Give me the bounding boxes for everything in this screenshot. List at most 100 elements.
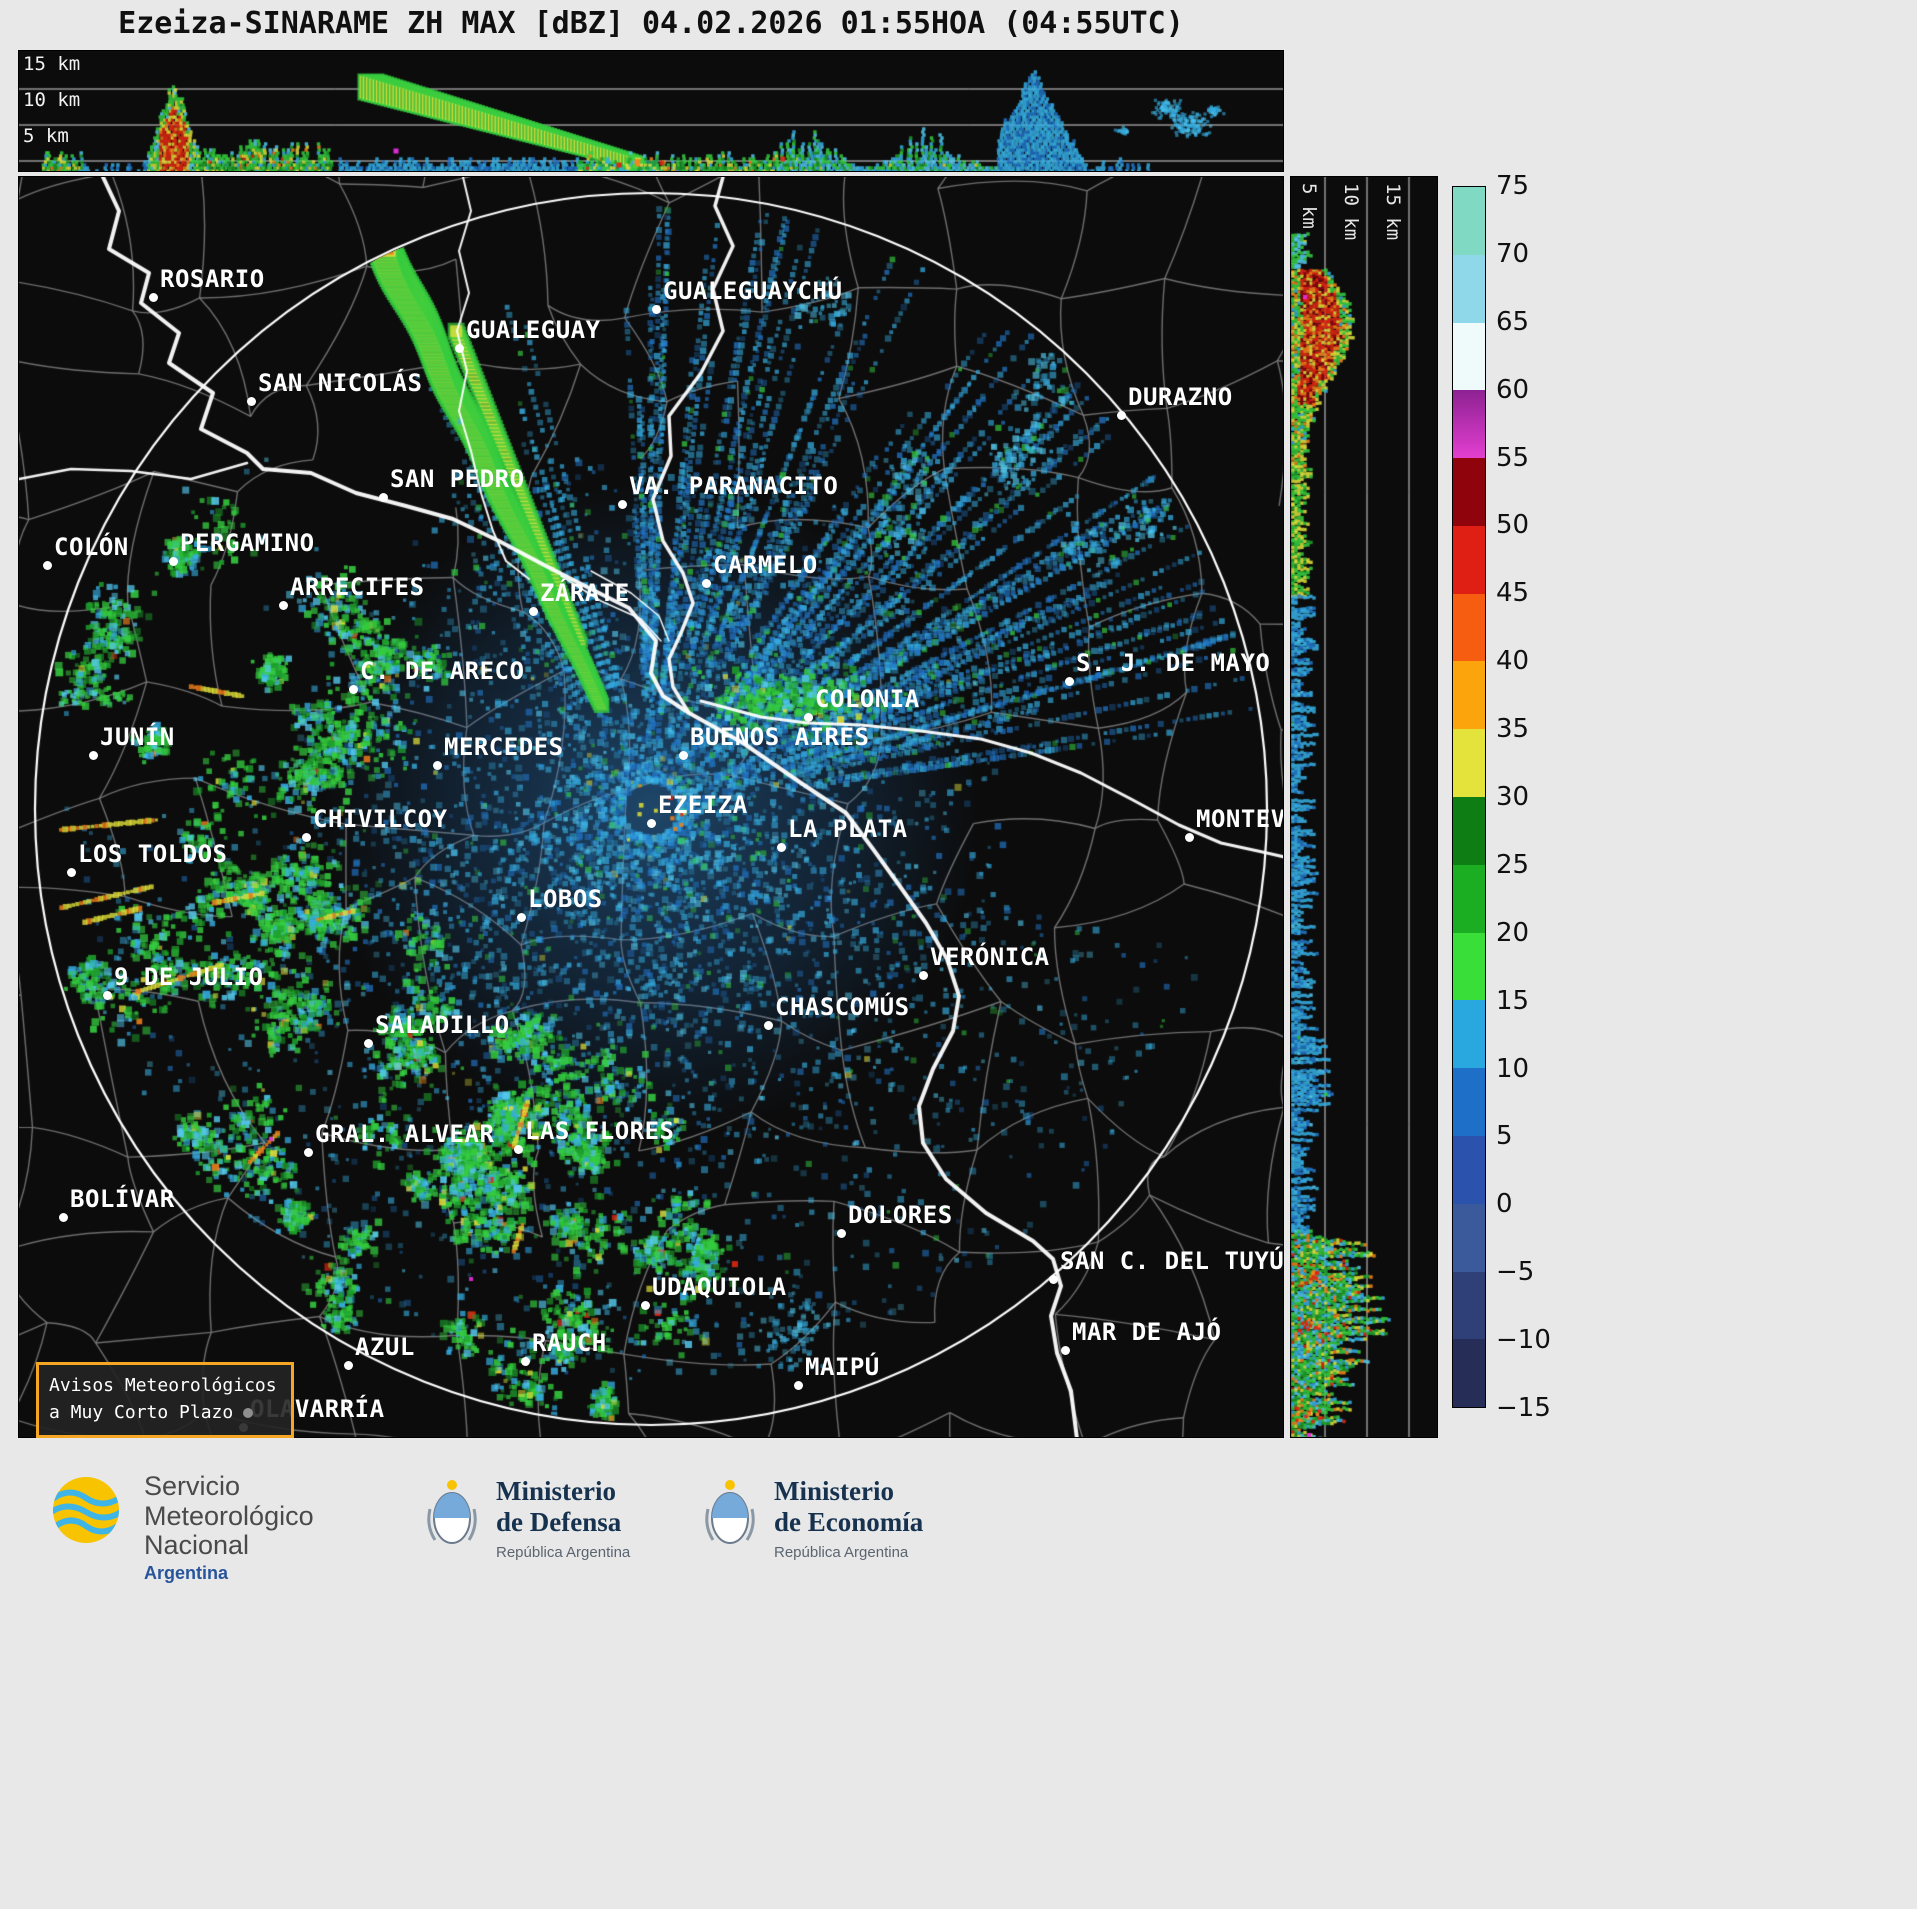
city-label: MAR DE AJÓ <box>1072 1318 1222 1346</box>
smn-country: Argentina <box>144 1563 229 1584</box>
colorbar-segment <box>1453 390 1485 459</box>
colorbar-tick: 65 <box>1496 306 1530 337</box>
coat-of-arms-icon <box>705 1480 755 1544</box>
city-label: PERGAMINO <box>180 529 315 557</box>
economia-line1: Ministerio <box>774 1476 894 1506</box>
colorbar-segment <box>1453 458 1485 526</box>
city-dot <box>520 1356 530 1366</box>
colorbar-tick: 50 <box>1496 510 1530 541</box>
city-dot <box>793 1380 803 1390</box>
city-dot <box>513 1144 523 1154</box>
defensa-line1: Ministerio <box>496 1476 616 1506</box>
colorbar-tick: 55 <box>1496 442 1530 473</box>
city-label: RAUCH <box>532 1329 607 1357</box>
height-label-10km-vert: 10 km <box>1340 183 1362 241</box>
colorbar <box>1452 186 1486 1408</box>
colorbar-segment <box>1453 1135 1485 1204</box>
colorbar-segment <box>1453 254 1485 323</box>
city-label: SAN NICOLÁS <box>258 369 423 397</box>
city-dot <box>66 867 76 877</box>
colorbar-segment <box>1453 187 1485 255</box>
city-dot <box>303 1147 313 1157</box>
city-dot <box>701 578 711 588</box>
height-label-10km: 10 km <box>23 89 81 111</box>
defensa-logo-block: Ministerio de Defensa República Argentin… <box>424 1476 630 1561</box>
city-dot <box>516 912 526 922</box>
city-label: GUALEGUAY <box>466 316 601 344</box>
city-dot <box>528 606 538 616</box>
city-dot <box>776 842 786 852</box>
city-dot <box>363 1038 373 1048</box>
defensa-sub: República Argentina <box>496 1544 631 1562</box>
economia-line2: de Economía <box>774 1507 924 1538</box>
colorbar-segment <box>1453 864 1485 933</box>
city-dot <box>348 684 358 694</box>
city-label: CHASCOMÚS <box>775 993 910 1021</box>
city-label: VERÓNICA <box>930 943 1050 971</box>
city-label: C. DE ARECO <box>360 657 525 685</box>
colorbar-segment <box>1453 797 1485 865</box>
city-dot <box>1064 676 1074 686</box>
colorbar-segment <box>1453 1339 1485 1408</box>
colorbar-segment <box>1453 593 1485 662</box>
colorbar-segment <box>1453 729 1485 798</box>
colorbar-segment <box>1453 1203 1485 1272</box>
city-label: GUALEGUAYCHÚ <box>663 277 843 305</box>
colorbar-segment <box>1453 1000 1485 1069</box>
city-label: CARMELO <box>713 551 818 579</box>
colorbar-tick: −5 <box>1496 1257 1535 1288</box>
city-label: ROSARIO <box>160 265 265 293</box>
city-label: UDAQUIOLA <box>652 1273 787 1301</box>
colorbar-segment <box>1453 525 1485 594</box>
city-label: SALADILLO <box>375 1011 510 1039</box>
city-dot <box>343 1360 353 1370</box>
city-dot <box>58 1212 68 1222</box>
city-label: LOBOS <box>528 885 603 913</box>
city-dot <box>646 818 656 828</box>
colorbar-tick: 0 <box>1496 1189 1513 1220</box>
city-dot <box>1048 1274 1058 1284</box>
city-dot <box>42 560 52 570</box>
city-label: COLÓN <box>54 533 129 561</box>
city-label: GRAL. ALVEAR <box>315 1120 495 1148</box>
smn-name-line3: Nacional <box>144 1530 250 1561</box>
colorbar-tick: 15 <box>1496 985 1530 1016</box>
city-label: MERCEDES <box>444 733 564 761</box>
city-label: S. J. DE MAYO <box>1076 649 1271 677</box>
defensa-line2: de Defensa <box>496 1507 622 1538</box>
city-label: AZUL <box>355 1333 415 1361</box>
city-dot <box>148 292 158 302</box>
colorbar-segment <box>1453 661 1485 730</box>
height-label-15km-vert: 15 km <box>1382 183 1404 241</box>
economia-sub: República Argentina <box>774 1544 909 1562</box>
colorbar-tick: 60 <box>1496 374 1530 405</box>
top-cross-section-panel: 15 km 10 km 5 km <box>18 50 1284 172</box>
colorbar-tick: 70 <box>1496 238 1530 269</box>
city-dot <box>301 832 311 842</box>
main-radar-panel: ROSARIO GUALEGUAYCHÚ GUALEGUAY SAN NICOLÁS D… <box>18 176 1284 1438</box>
smn-logo-block: Servicio Meteorológico Nacional Argentin… <box>44 1471 314 1584</box>
colorbar-segment <box>1453 1068 1485 1136</box>
height-label-15km: 15 km <box>23 53 81 75</box>
colorbar-tick: 45 <box>1496 578 1530 609</box>
city-dot <box>678 750 688 760</box>
city-dot <box>1184 832 1194 842</box>
city-dot <box>640 1300 650 1310</box>
colorbar-tick: 40 <box>1496 646 1530 677</box>
city-dot <box>1060 1345 1070 1355</box>
city-dot <box>246 396 256 406</box>
page-title: Ezeiza-SINARAME ZH MAX [dBZ] 04.02.2026 … <box>118 6 1184 41</box>
colorbar-tick: 20 <box>1496 917 1530 948</box>
colorbar-tick: 25 <box>1496 849 1530 880</box>
colorbar-tick: 10 <box>1496 1053 1530 1084</box>
city-dot <box>803 712 813 722</box>
city-dot <box>617 499 627 509</box>
city-label: ZÁRATE <box>540 579 630 607</box>
city-dot <box>918 970 928 980</box>
city-dot <box>432 760 442 770</box>
warning-line-1: Avisos Meteorológicos <box>49 1375 277 1396</box>
city-label: 9 DE JULIO <box>114 963 264 991</box>
warning-line-2: a Muy Corto Plazo <box>49 1402 234 1423</box>
coat-of-arms-icon <box>427 1480 477 1544</box>
